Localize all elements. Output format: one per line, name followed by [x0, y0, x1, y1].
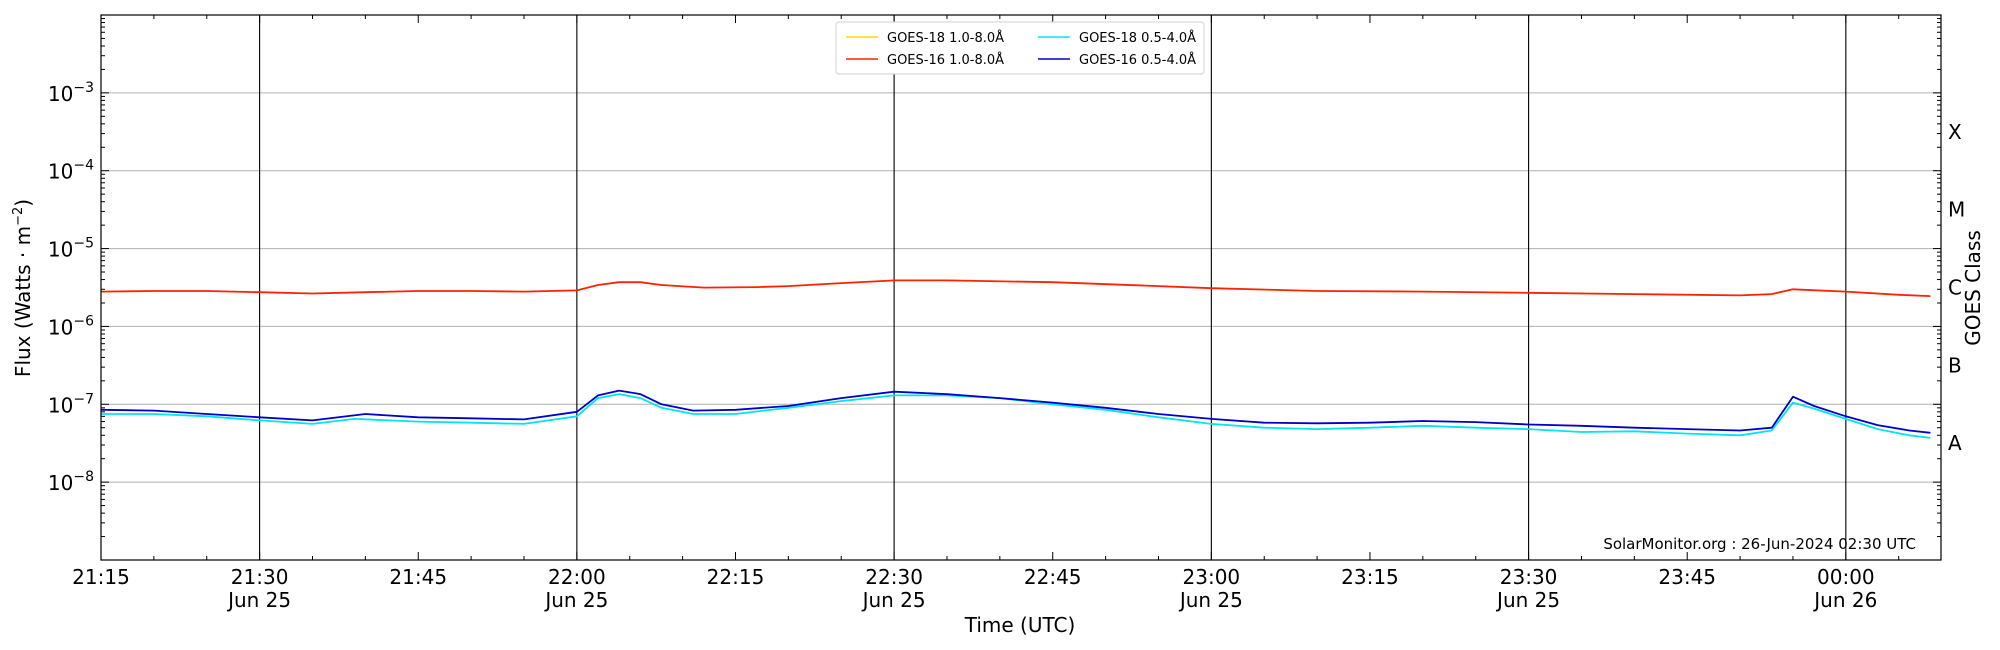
y-tick-label-exponent: −5 [73, 236, 94, 252]
x-tick-label: 22:30 [865, 565, 923, 589]
y-tick-label: 10−3 [48, 80, 94, 106]
y-tick-label: 10−5 [48, 236, 94, 262]
y-tick-label-base: 10 [48, 82, 73, 106]
legend-entry-label: GOES-18 1.0-8.0Å [887, 30, 1004, 46]
x-tick-label: 23:45 [1658, 565, 1716, 589]
y-tick-label-exponent: −7 [73, 391, 94, 407]
x-tick-label: 22:15 [707, 565, 765, 589]
series-line [100, 279, 1931, 297]
y-tick-label-base: 10 [48, 160, 73, 184]
x-tick-label: 21:45 [389, 565, 447, 589]
y-tick-label-exponent: −8 [73, 469, 94, 485]
y-axis-label: Flux (Watts · m−2) [11, 199, 35, 377]
x-tick-date-label: Jun 25 [226, 588, 291, 612]
secondary-y-axis-label: GOES Class [1961, 230, 1985, 346]
y-tick-label-exponent: −6 [73, 313, 94, 329]
source-annotation: SolarMonitor.org : 26-Jun-2024 02:30 UTC [1603, 535, 1916, 553]
goes-class-label: B [1948, 353, 1962, 377]
y-tick-label-base: 10 [48, 393, 73, 417]
legend-box [835, 21, 1205, 75]
x-tick-label: 00:00 [1817, 565, 1875, 589]
legend-entry-label: GOES-18 0.5-4.0Å [1079, 30, 1196, 46]
y-tick-label-base: 10 [48, 238, 73, 262]
x-tick-date-label: Jun 25 [1178, 588, 1243, 612]
x-tick-date-label: Jun 25 [861, 588, 926, 612]
series-layer [100, 279, 1931, 439]
y-tick-label: 10−8 [48, 469, 94, 495]
legend: GOES-18 1.0-8.0Å GOES-16 1.0-8.0Å GOES-18 … [835, 21, 1205, 75]
legend-entry-label: GOES-16 1.0-8.0Å [887, 52, 1004, 68]
x-axis-label: Time (UTC) [964, 613, 1076, 637]
y-tick-label: 10−6 [48, 313, 94, 339]
plot-frame [100, 14, 1942, 561]
goes-class-label: C [1948, 276, 1962, 300]
y-tick-labels: 10−310−410−510−610−710−8 [48, 80, 94, 495]
x-tick-date-label: Jun 25 [1495, 588, 1560, 612]
y-tick-label-exponent: −3 [73, 80, 94, 96]
x-tick-label: 23:00 [1183, 565, 1241, 589]
x-tick-label: 21:15 [72, 565, 130, 589]
x-tick-label: 23:15 [1341, 565, 1399, 589]
y-tick-label: 10−4 [48, 158, 94, 184]
x-tick-label: 22:45 [1024, 565, 1082, 589]
goes-class-label: M [1948, 198, 1965, 222]
x-tick-label: 22:00 [548, 565, 606, 589]
y-tick-label-base: 10 [48, 471, 73, 495]
y-tick-label-exponent: −4 [73, 158, 94, 174]
legend-entry-label: GOES-16 0.5-4.0Å [1079, 52, 1196, 68]
y-tick-label-base: 10 [48, 315, 73, 339]
y-axis-label-exponent: −2 [11, 207, 26, 226]
y-axis-label-close: ) [11, 199, 35, 207]
y-tick-label: 10−7 [48, 391, 94, 417]
x-tick-label: 23:30 [1500, 565, 1558, 589]
x-tick-label: 21:30 [231, 565, 289, 589]
tick-layer [100, 15, 1941, 561]
x-tick-date-label: Jun 25 [543, 588, 608, 612]
goes-class-labels: X M C B A [1948, 120, 1965, 455]
grid-layer [101, 92, 1941, 483]
y-axis-label-base: Flux (Watts · m [11, 226, 35, 377]
series-line [100, 389, 1931, 434]
goes-class-label: X [1948, 120, 1962, 144]
goes-class-label: A [1948, 431, 1962, 455]
x-tick-date-label: Jun 26 [1812, 588, 1877, 612]
